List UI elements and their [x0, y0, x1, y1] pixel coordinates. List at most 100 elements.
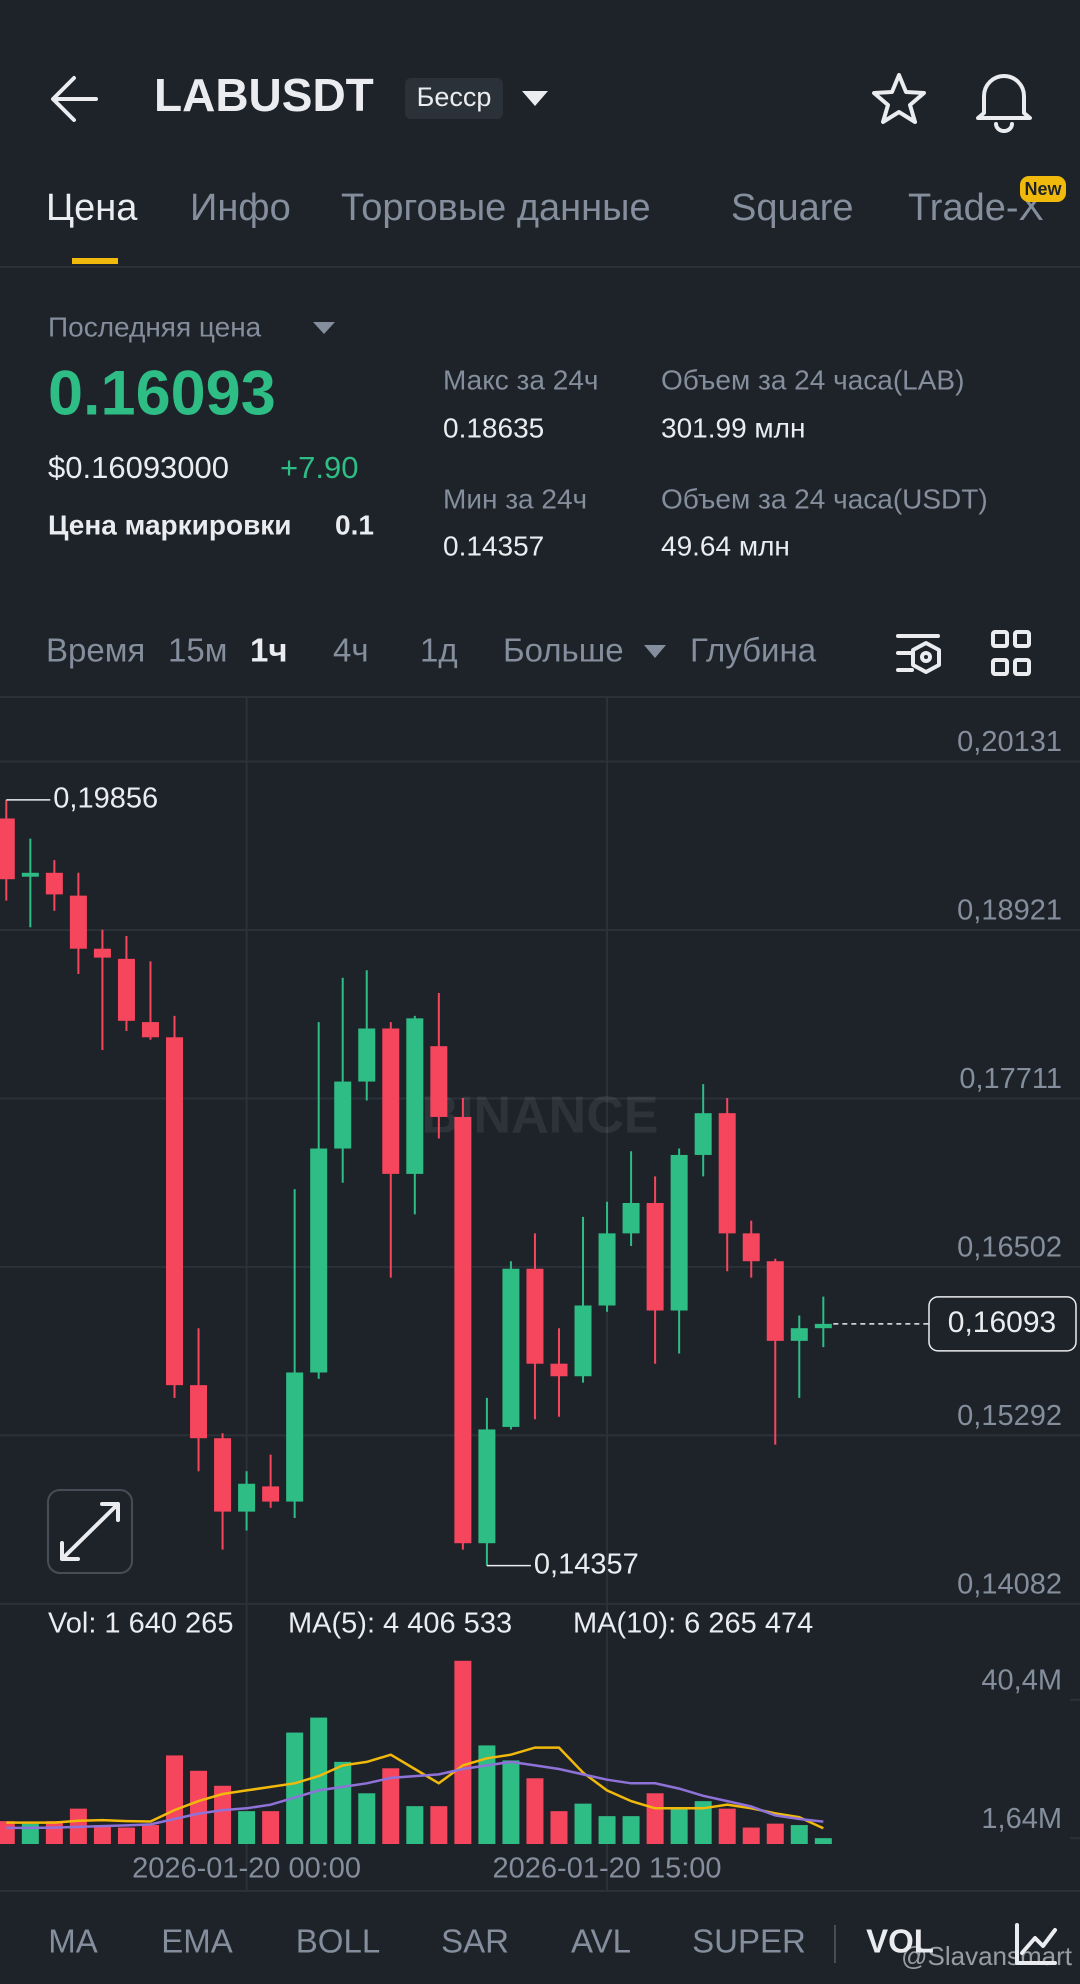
candle-body	[502, 1268, 520, 1427]
ma-line	[6, 1746, 824, 1830]
last-price-label[interactable]: Последняя цена	[48, 311, 262, 342]
candle-body	[406, 1018, 424, 1174]
candle-body	[45, 872, 63, 895]
candle-body	[21, 872, 39, 877]
depth-tab[interactable]: Глубина	[690, 632, 817, 669]
candle-body	[742, 1233, 760, 1262]
volume-legend: Vol: 1 640 265	[48, 1608, 233, 1640]
candle-body	[430, 1046, 448, 1117]
timeframe-active[interactable]: 1ч	[250, 632, 288, 669]
tab[interactable]: Торговые данные	[341, 187, 651, 229]
volume-bar	[214, 1785, 232, 1844]
y-tick-label: 1,64M	[981, 1803, 1062, 1835]
volume-bar	[141, 1825, 159, 1844]
alert-button[interactable]	[976, 74, 1032, 133]
volume-bar	[598, 1816, 616, 1844]
x-tick-label: 2026-01-20 00:00	[132, 1853, 361, 1885]
tab-indicator	[72, 258, 118, 264]
volume-bar	[286, 1732, 304, 1844]
volume-bar	[766, 1823, 784, 1844]
last-price-box	[928, 1296, 1077, 1352]
candle-body	[262, 1486, 280, 1502]
y-tick-label: 0,16502	[957, 1232, 1062, 1264]
stat-value: 49.64 млн	[661, 530, 790, 561]
candle-body	[286, 1372, 304, 1502]
stat-value: 0.18635	[443, 412, 544, 443]
y-tick-label: 40,4M	[981, 1664, 1062, 1696]
indicator[interactable]: SAR	[441, 1923, 509, 1960]
new-badge: New	[1024, 179, 1062, 199]
favorite-button[interactable]	[872, 73, 926, 124]
candle-body	[166, 1037, 184, 1386]
watermark: @Slavansmart	[901, 1941, 1073, 1971]
volume-bar	[382, 1768, 400, 1844]
volume-bar	[454, 1660, 472, 1844]
mark-price: 0.1	[335, 509, 374, 540]
badge-bg	[405, 78, 503, 119]
candle-body	[358, 1028, 376, 1082]
dropdown-icon	[313, 322, 335, 334]
candle-body	[334, 1081, 352, 1149]
mark-price-label: Цена маркировки	[48, 509, 292, 540]
candle-body	[790, 1328, 808, 1341]
volume-bar	[718, 1808, 736, 1844]
min-label: 0,14357	[534, 1548, 639, 1580]
volume-bar	[358, 1793, 376, 1844]
candle-body	[0, 818, 15, 880]
fullscreen-icon	[60, 1502, 120, 1561]
badge: Бесср	[417, 82, 492, 112]
stat-value: 0.14357	[443, 530, 544, 561]
layout-button[interactable]	[991, 630, 1031, 676]
tab[interactable]: Square	[731, 187, 854, 229]
candle-body	[117, 958, 135, 1021]
candle-body	[238, 1483, 256, 1512]
timeframe[interactable]: 4ч	[333, 632, 369, 669]
candle-body	[694, 1113, 712, 1155]
timeframe-more[interactable]: Больше	[503, 632, 624, 669]
tab-active[interactable]: Цена	[46, 187, 138, 229]
volume-bar	[790, 1825, 808, 1844]
symbol-dropdown[interactable]	[522, 91, 548, 106]
usd-price: $0.16093000	[48, 450, 229, 485]
stat-label: Макс за 24ч	[443, 364, 598, 395]
volume-bar	[478, 1745, 496, 1844]
symbol: LABUSDT	[154, 69, 374, 121]
indicator-active[interactable]: VOL	[866, 1923, 934, 1960]
indicator[interactable]: EMA	[161, 1923, 233, 1960]
candle-body	[190, 1385, 208, 1439]
stat-label: Объем за 24 часа(LAB)	[661, 364, 964, 395]
indicator[interactable]: MA	[48, 1923, 98, 1960]
indicator[interactable]: BOLL	[296, 1923, 380, 1960]
indicator[interactable]: SUPER	[692, 1923, 806, 1960]
timeframe-label: Время	[46, 632, 145, 669]
volume-bar	[190, 1770, 208, 1844]
back-button[interactable]	[51, 76, 98, 122]
indicator-settings[interactable]	[1015, 1923, 1057, 1965]
volume-bar	[238, 1811, 256, 1844]
y-tick-label: 0,20131	[957, 726, 1062, 758]
volume-bar	[814, 1838, 832, 1844]
chart: 2026-01-20 00:00 2026-01-20 15:00 0,20131 0…	[0, 698, 1080, 1891]
tab[interactable]: Инфо	[190, 187, 291, 229]
chart-settings-button[interactable]	[896, 634, 941, 674]
stat-value: 301.99 млн	[661, 412, 805, 443]
volume-bar	[117, 1827, 135, 1844]
volume-bar	[406, 1806, 424, 1844]
volume-bar	[0, 1821, 15, 1844]
timeframe[interactable]: 1д	[420, 632, 458, 669]
candle-body	[382, 1028, 400, 1174]
timeframe[interactable]: 15м	[168, 632, 227, 669]
indicator[interactable]: AVL	[571, 1923, 631, 1960]
volume-bar	[670, 1808, 688, 1844]
volume-bar	[334, 1761, 352, 1844]
last-price: 0.16093	[48, 359, 276, 429]
volume-bar	[166, 1755, 184, 1844]
volume-bar	[93, 1825, 111, 1844]
volume-bar	[45, 1821, 63, 1844]
volume-bar	[430, 1806, 448, 1844]
candle-body	[766, 1261, 784, 1341]
candle-body	[214, 1438, 232, 1512]
ma-line	[6, 1760, 824, 1830]
